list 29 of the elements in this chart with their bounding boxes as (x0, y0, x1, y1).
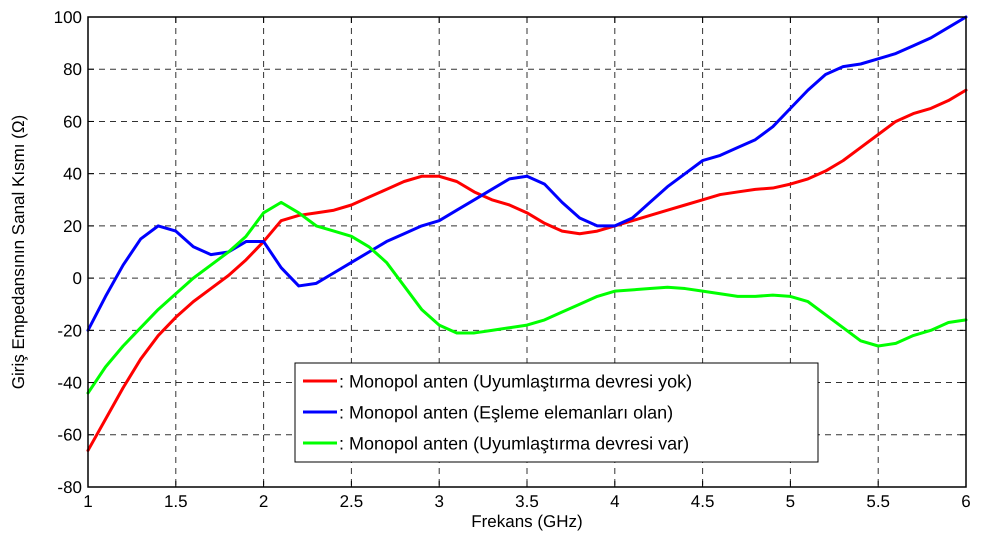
x-tick-label: 6 (961, 492, 971, 511)
x-tick-label: 2.5 (340, 492, 364, 511)
x-tick-label: 3 (434, 492, 444, 511)
line-series (86, 200, 968, 394)
x-tick-label: 5.5 (866, 492, 890, 511)
x-tick-label: 4.5 (690, 492, 714, 511)
y-tick-label: 100 (54, 8, 82, 27)
x-tick-label: 5 (786, 492, 796, 511)
y-tick-label: -80 (57, 478, 82, 497)
x-tick-label: 1 (83, 492, 93, 511)
line-series (86, 88, 968, 452)
y-tick-label: -40 (57, 374, 82, 393)
x-tick-label: 2 (258, 492, 268, 511)
y-tick-label: -60 (57, 426, 82, 445)
y-tick-label: -20 (57, 321, 82, 340)
y-tick-label: 40 (63, 164, 82, 184)
y-tick-label: 80 (63, 60, 82, 80)
legend-label: : Monopol anten (Uyumlaştırma devresi var) (339, 433, 690, 454)
line-series (86, 16, 968, 332)
x-tick-label: 1.5 (164, 492, 188, 511)
legend-label: : Monopol anten (Uyumlaştırma devresi yok) (339, 371, 692, 392)
y-tick-label: 60 (63, 112, 82, 132)
y-tick-label: 0 (72, 269, 82, 288)
y-tick-label: 20 (63, 216, 82, 236)
x-axis-title: Frekans (GHz) (471, 512, 583, 531)
y-axis-title: Giriş Empedansının Sanal Kısmı (Ω) (9, 114, 28, 390)
x-tick-label: 3.5 (515, 492, 539, 511)
legend-label: : Monopol anten (Eşleme elemanları olan) (339, 402, 674, 422)
x-tick-label: 4 (610, 492, 620, 511)
